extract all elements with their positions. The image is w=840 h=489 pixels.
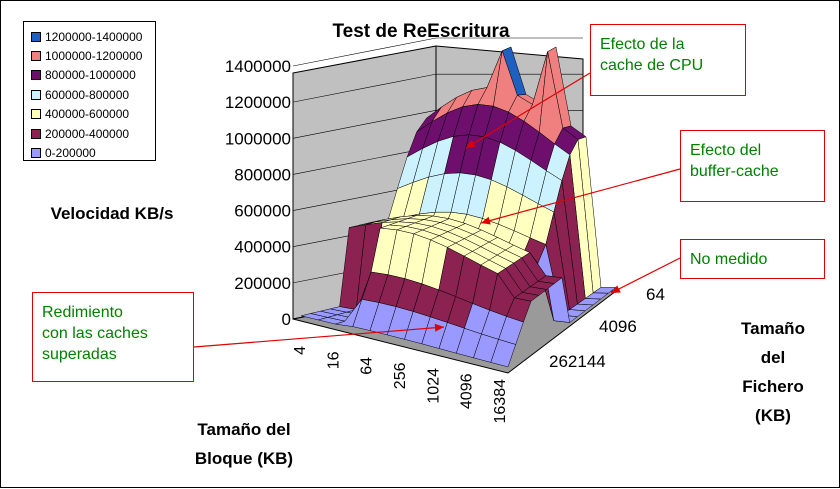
surface-cell bbox=[490, 339, 517, 368]
legend-entry: 400000-600000 bbox=[31, 105, 155, 124]
legend-label: 1000000-1200000 bbox=[45, 49, 143, 64]
z-tick-label: 800000 bbox=[234, 165, 291, 184]
annotation-arrows bbox=[193, 72, 681, 348]
annotation-arrow bbox=[480, 168, 681, 224]
block-size-axis-ticks: 4 16 64 256 1024 4096 16384 bbox=[292, 346, 509, 424]
z-tick-label: 1000000 bbox=[225, 129, 291, 148]
block-tick-label: 4096 bbox=[459, 373, 476, 409]
annotation-rendimiento: Redimiento con las caches superadas bbox=[32, 292, 194, 382]
grid-line bbox=[292, 37, 437, 67]
z-tick-label: 600000 bbox=[234, 202, 291, 221]
file-tick-label: 4096 bbox=[599, 317, 637, 336]
arrow-head bbox=[466, 139, 476, 148]
legend-label: 200000-400000 bbox=[45, 126, 130, 141]
z-tick-label: 1400000 bbox=[225, 57, 291, 76]
block-tick-label: 256 bbox=[392, 362, 409, 389]
file-tick-label: 262144 bbox=[549, 352, 606, 371]
file-size-axis-ticks: 64 4096 262144 bbox=[549, 285, 665, 371]
legend-label: 0-200000 bbox=[45, 146, 96, 161]
z-axis-ticks: 0 200000 400000 600000 800000 1000000 1200000 1… bbox=[225, 57, 291, 329]
legend-entry: 1200000-1400000 bbox=[31, 27, 155, 46]
block-axis-title: Tamaño del Bloque (KB) bbox=[194, 420, 294, 468]
legend-entry: 200000-400000 bbox=[31, 124, 155, 143]
z-tick-label: 1200000 bbox=[225, 93, 291, 112]
z-tick-label: 200000 bbox=[234, 274, 291, 293]
legend-entry: 600000-800000 bbox=[31, 85, 155, 104]
legend-swatch bbox=[31, 31, 41, 42]
grid-line bbox=[292, 109, 437, 139]
legend-entry: 0-200000 bbox=[31, 143, 155, 162]
legend-entry: 1000000-1200000 bbox=[31, 46, 155, 65]
annotation-cpu-cache: Efecto de la cache de CPU bbox=[590, 24, 746, 96]
annotation-arrow bbox=[193, 326, 445, 348]
arrow-head bbox=[611, 285, 621, 293]
file-axis-title: Tamaño del Fichero (KB) bbox=[741, 319, 805, 425]
legend-swatch bbox=[31, 89, 41, 100]
surface-mesh bbox=[300, 46, 617, 368]
file-tick-label: 64 bbox=[646, 285, 665, 304]
legend-swatch bbox=[31, 70, 41, 81]
legend-label: 600000-800000 bbox=[45, 87, 130, 102]
legend: 1200000-1400000 1000000-1200000 800000-100… bbox=[23, 21, 156, 161]
arrow-head bbox=[481, 216, 491, 225]
grid-line bbox=[292, 73, 437, 103]
block-tick-label: 16384 bbox=[492, 379, 509, 424]
block-tick-label: 1024 bbox=[425, 368, 442, 404]
legend-label: 800000-1000000 bbox=[45, 68, 136, 83]
z-tick-label: 400000 bbox=[234, 238, 291, 257]
arrow-head bbox=[434, 323, 444, 332]
z-axis-title: Velocidad KB/s bbox=[50, 204, 174, 223]
z-tick-label: 0 bbox=[282, 310, 291, 329]
annotation-arrow bbox=[465, 72, 591, 149]
legend-label: 1200000-1400000 bbox=[45, 29, 143, 44]
legend-swatch bbox=[31, 148, 41, 159]
block-tick-label: 4 bbox=[292, 346, 309, 355]
block-tick-label: 16 bbox=[325, 351, 342, 369]
annotation-buffer-cache: Efecto del buffer-cache bbox=[680, 130, 825, 202]
annotation-no-medido: No medido bbox=[680, 239, 825, 279]
legend-swatch bbox=[31, 109, 41, 120]
legend-swatch bbox=[31, 51, 41, 62]
legend-entry: 800000-1000000 bbox=[31, 66, 155, 85]
legend-swatch bbox=[31, 128, 41, 139]
legend-label: 400000-600000 bbox=[45, 107, 130, 122]
annotation-arrow bbox=[610, 257, 681, 294]
chart-title: Test de ReEscritura bbox=[332, 21, 509, 42]
block-tick-label: 64 bbox=[359, 357, 376, 375]
